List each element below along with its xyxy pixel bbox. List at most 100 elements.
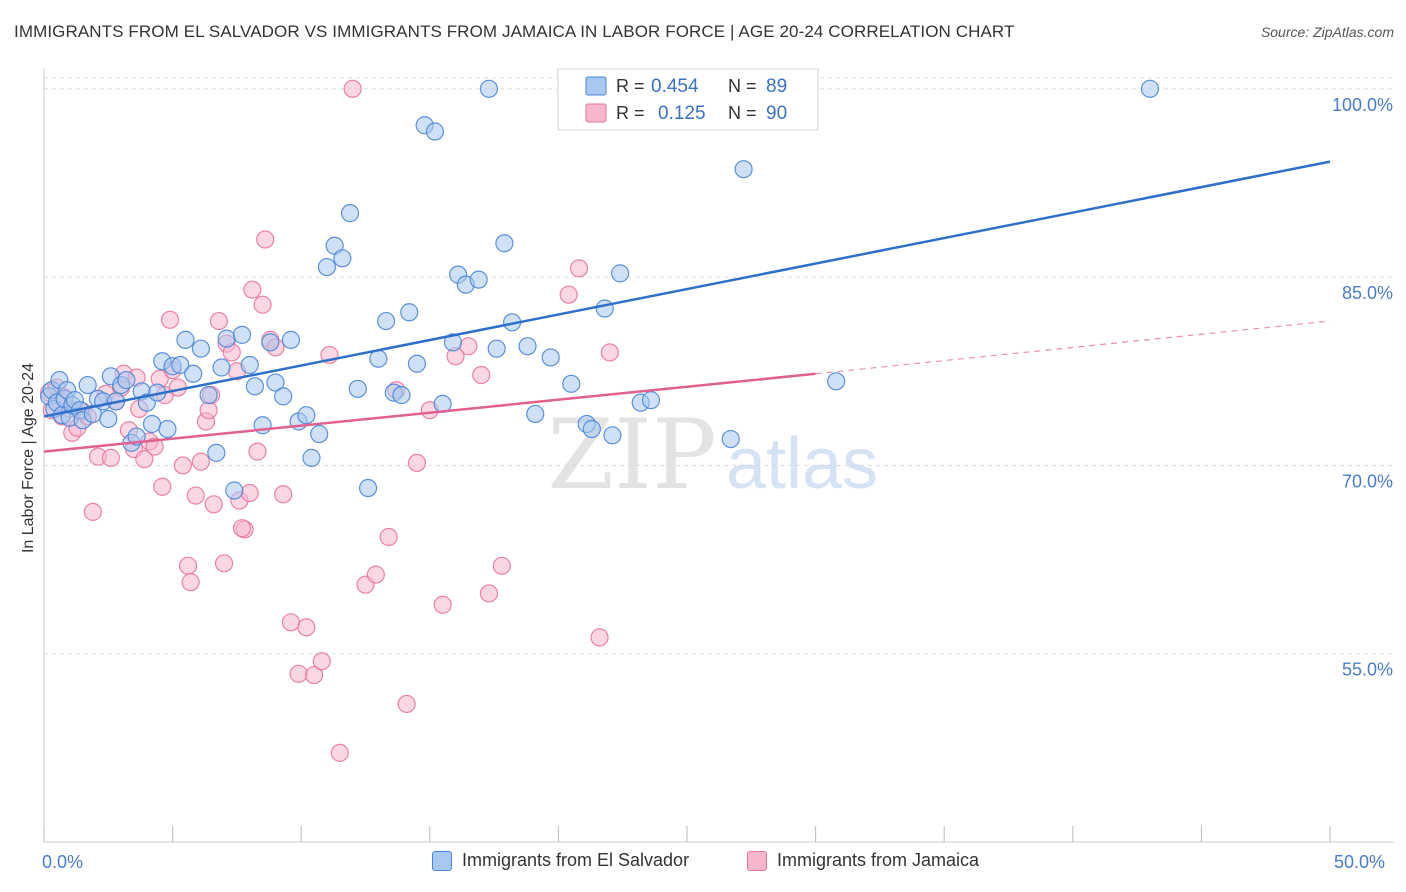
el-salvador-point-76	[526, 404, 545, 424]
jamaica-point-29	[173, 456, 192, 475]
jamaica-point-26	[160, 310, 180, 329]
jamaica-point-45	[240, 483, 259, 503]
el-salvador-point-40	[232, 325, 252, 344]
legend-item-jamaica: Immigrants from Jamaica	[747, 850, 979, 871]
jamaica-point-39	[214, 554, 234, 573]
el-salvador-point-83	[611, 264, 630, 283]
jamaica-point-72	[479, 584, 499, 603]
legend-r-label-pink: R =	[616, 103, 645, 123]
el-salvador-point-31	[171, 355, 190, 375]
jamaica-point-75	[569, 259, 589, 278]
jamaica-point-65	[397, 694, 416, 714]
jamaica-point-47	[248, 442, 267, 461]
el-salvador-point-73	[495, 234, 514, 253]
el-salvador-point-86	[721, 429, 740, 449]
el-salvador-point-52	[317, 257, 337, 277]
jamaica-point-60	[343, 79, 362, 98]
el-salvador-point-39	[225, 481, 244, 500]
jamaica-point-49	[256, 230, 275, 249]
el-salvador-point-90	[1140, 79, 1160, 98]
source-label: Source: ZipAtlas.com	[1260, 24, 1394, 40]
watermark-atlas: atlas	[726, 424, 878, 504]
jamaica-point-48	[253, 295, 272, 314]
el-salvador-point-51	[310, 424, 329, 444]
jamaica-point-52	[274, 485, 293, 504]
jamaica-point-11	[83, 502, 102, 521]
jamaica-point-68	[433, 595, 452, 614]
el-salvador-point-21	[117, 370, 136, 390]
jamaica-point-63	[379, 527, 398, 547]
el-salvador-point-42	[245, 377, 265, 396]
el-salvador-point-78	[562, 374, 581, 393]
el-salvador-point-46	[274, 387, 293, 406]
jamaica-point-77	[600, 343, 619, 362]
legend-swatch-blue	[585, 76, 607, 96]
el-salvador-point-41	[240, 355, 259, 375]
axes	[43, 68, 1394, 843]
el-salvador-point-54	[333, 249, 352, 268]
x-tick-label-min: 0.0%	[42, 852, 84, 872]
el-salvador-point-44	[261, 333, 280, 352]
el-salvador-point-57	[358, 478, 378, 498]
y-tick-label-3: 100.0%	[1332, 95, 1393, 115]
el-salvador-point-29	[158, 419, 177, 439]
legend-r-value-blue: 0.454	[651, 76, 699, 97]
el-salvador-point-32	[176, 330, 195, 349]
el-salvador-point-55	[340, 204, 360, 223]
y-tick-label-2: 85.0%	[1342, 283, 1393, 303]
jamaica-point-53	[281, 613, 301, 632]
el-salvador-point-45	[266, 373, 285, 392]
jamaica-point-38	[209, 311, 228, 331]
jamaica-point-73	[492, 556, 511, 575]
jamaica-point-21	[135, 450, 154, 469]
legend-r-value-pink: 0.125	[658, 103, 706, 124]
el-salvador-point-36	[207, 443, 226, 462]
el-salvador-point-82	[603, 426, 622, 445]
legend-n-value-blue: 89	[766, 76, 787, 97]
legend-top: R = 0.454 N = 89 R = 0.125 N = 90	[557, 68, 819, 131]
el-salvador-point-58	[369, 349, 388, 368]
jamaica-point-57	[312, 652, 331, 671]
el-salvador-point-26	[142, 414, 162, 434]
jamaica-point-71	[472, 365, 491, 385]
el-salvador-point-61	[392, 386, 411, 405]
jamaica-point-56	[304, 665, 324, 685]
x-tick-label-max: 50.0%	[1334, 852, 1386, 872]
legend-swatch-el-salvador	[432, 850, 452, 871]
watermark-zip: ZIP	[547, 399, 716, 511]
legend-swatch-jamaica	[747, 850, 767, 871]
chart-title: IMMIGRANTS FROM EL SALVADOR VS IMMIGRANT…	[14, 22, 1015, 41]
el-salvador-point-63	[407, 354, 427, 373]
el-salvador-point-56	[348, 379, 367, 398]
el-salvador-point-72	[487, 339, 506, 358]
legend-n-value-pink: 90	[766, 103, 787, 124]
el-salvador-point-87	[734, 160, 753, 179]
trend-line-jamaica	[43, 372, 816, 453]
el-salvador-point-65	[425, 122, 445, 141]
jamaica-point-33	[191, 452, 210, 471]
el-salvador-point-50	[302, 448, 321, 467]
jamaica-point-76	[590, 628, 609, 647]
el-salvador-point-49	[297, 406, 316, 425]
y-tick-label-1: 70.0%	[1342, 471, 1393, 491]
jamaica-point-30	[178, 556, 198, 575]
el-salvador-point-37	[212, 358, 231, 377]
el-salvador-point-77	[541, 348, 560, 367]
el-salvador-point-71	[479, 79, 499, 98]
jamaica-point-70	[459, 337, 478, 356]
jamaica-point-35	[199, 401, 218, 420]
el-salvador-point-13	[78, 375, 97, 395]
y-tick-labels: 55.0% 70.0% 85.0% 100.0%	[1332, 95, 1393, 680]
jamaica-point-31	[181, 573, 200, 592]
el-salvador-point-17	[99, 409, 118, 429]
legend-item-el-salvador: Immigrants from El Salvador	[432, 850, 689, 871]
el-salvador-point-47	[281, 330, 301, 349]
el-salvador-point-80	[582, 419, 601, 439]
el-salvador-point-38	[217, 329, 236, 348]
legend-label-jamaica: Immigrants from Jamaica	[777, 850, 980, 870]
trend-line-el-salvador	[43, 160, 1331, 418]
jamaica-point-62	[366, 565, 385, 584]
legend-swatch-pink	[585, 103, 607, 123]
el-salvador-point-67	[443, 333, 463, 352]
